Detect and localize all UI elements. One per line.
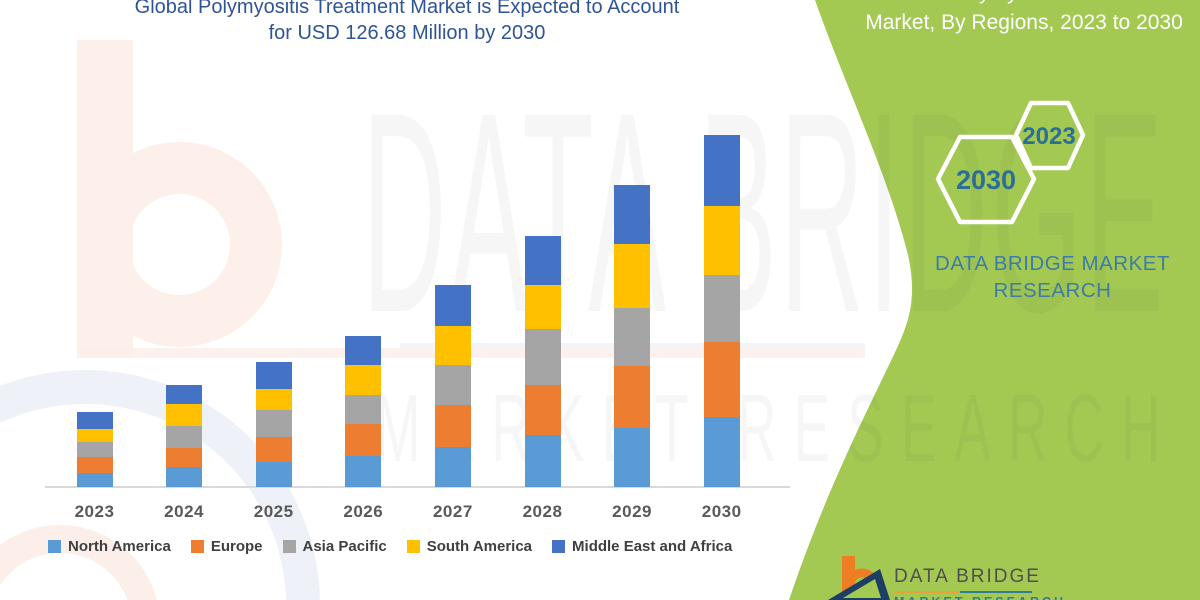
- chart-legend: North America Europe Asia Pacific South Ame…: [48, 538, 732, 555]
- bar-segment-north-america: [614, 428, 651, 487]
- stacked-bar-2024: [166, 385, 203, 487]
- chart-title-line1: Global Polymyositis Treatment Market is …: [134, 0, 680, 18]
- stacked-bar-2026: [345, 336, 382, 487]
- stacked-bar-2027: [434, 285, 471, 487]
- bar-segment-south-america: [434, 326, 471, 366]
- green-panel-shape: [789, 0, 1200, 600]
- bar-segment-north-america: [434, 447, 471, 487]
- bar-segment-europe: [255, 437, 292, 463]
- footer-logo-rule-orange: [894, 591, 960, 593]
- legend-swatch-icon: [552, 540, 566, 553]
- legend-swatch-icon: [282, 540, 296, 553]
- side-panel-heading: Global Polymyositis Treatment Market, By…: [848, 0, 1200, 38]
- bar-segment-middle-east-and-africa: [524, 235, 561, 285]
- bar-segment-south-america: [614, 243, 651, 309]
- legend-item-middle-east-and-africa: Middle East and Africa: [552, 538, 732, 555]
- legend-item-north-america: North America: [48, 538, 171, 555]
- legend-label: South America: [426, 538, 533, 555]
- hexagon-years-graphic: 2030 2023: [935, 100, 1086, 225]
- x-axis-label-2030: 2030: [701, 502, 742, 521]
- hexagon-large-year: 2030: [956, 165, 1016, 195]
- chart-title-line2: for USD 126.68 Million by 2030: [268, 22, 546, 44]
- bar-segment-middle-east-and-africa: [76, 412, 113, 429]
- bar-segment-middle-east-and-africa: [703, 134, 740, 206]
- x-axis-line: [45, 486, 790, 488]
- bar-segment-asia-pacific: [614, 308, 651, 367]
- bar-segment-europe: [614, 366, 651, 429]
- hexagon-large: [935, 134, 1037, 225]
- bar-segment-middle-east-and-africa: [345, 336, 382, 366]
- footer-logo: DATA BRIDGE MARKET RESEARCH: [828, 554, 1108, 600]
- legend-swatch-icon: [190, 540, 204, 553]
- x-axis-label-2026: 2026: [343, 502, 384, 521]
- stacked-bar-chart: 2023 2024 2025 2026 2027 2028 2029 2030: [45, 134, 790, 521]
- legend-item-asia-pacific: Asia Pacific: [282, 538, 387, 555]
- bar-segment-asia-pacific: [703, 275, 740, 343]
- bar-segment-asia-pacific: [255, 410, 292, 438]
- side-panel-heading-line1: Global Polymyositis Treatment: [848, 0, 1200, 8]
- bar-segment-north-america: [703, 416, 740, 487]
- bar-segment-europe: [434, 404, 471, 448]
- bar-segment-asia-pacific: [524, 329, 561, 385]
- x-axis-label-2028: 2028: [522, 502, 563, 521]
- bar-segment-middle-east-and-africa: [434, 285, 471, 327]
- bar-segment-south-america: [703, 205, 740, 276]
- x-axis-label-2029: 2029: [612, 502, 652, 521]
- hexagon-small: [1013, 100, 1086, 171]
- bar-segment-europe: [703, 342, 740, 417]
- bar-segment-south-america: [255, 388, 292, 411]
- footer-logo-subtitle: MARKET RESEARCH: [894, 595, 1066, 600]
- bar-segment-asia-pacific: [345, 395, 382, 424]
- stacked-bar-2029: [614, 185, 651, 487]
- bar-segment-south-america: [76, 428, 113, 443]
- legend-label: Europe: [210, 538, 263, 555]
- bar-segment-north-america: [345, 456, 382, 487]
- bar-segment-north-america: [166, 467, 203, 487]
- stacked-bar-2025: [255, 362, 292, 487]
- x-axis-label-2023: 2023: [74, 502, 115, 521]
- x-axis-label-2024: 2024: [164, 502, 204, 521]
- bar-segment-asia-pacific: [76, 442, 113, 458]
- side-panel-heading-line2: Market, By Regions, 2023 to 2030: [865, 11, 1183, 34]
- bar-segment-europe: [166, 448, 203, 467]
- bar-segment-asia-pacific: [166, 426, 203, 449]
- bar-segment-middle-east-and-africa: [255, 362, 292, 389]
- x-axis-label-2025: 2025: [253, 502, 294, 521]
- bar-segment-europe: [76, 457, 113, 473]
- bar-segment-middle-east-and-africa: [614, 185, 651, 244]
- legend-item-south-america: South America: [406, 538, 533, 555]
- bar-segment-middle-east-and-africa: [166, 385, 203, 404]
- stacked-bar-2030: [703, 134, 740, 487]
- bar-segment-north-america: [76, 472, 113, 487]
- databridge-logo-icon: [828, 556, 890, 600]
- legend-swatch-icon: [48, 540, 61, 553]
- footer-logo-rule-teal: [960, 591, 1032, 593]
- legend-swatch-icon: [406, 540, 420, 553]
- legend-label: North America: [68, 538, 171, 555]
- bar-segment-europe: [345, 423, 382, 457]
- brand-wordmark: DATA BRIDGE MARKET RESEARCH: [900, 250, 1200, 304]
- brand-line1: DATA BRIDGE MARKET: [935, 252, 1170, 275]
- legend-label: Middle East and Africa: [572, 538, 733, 555]
- hexagon-small-year: 2023: [1022, 123, 1075, 150]
- bar-segment-europe: [524, 384, 561, 436]
- chart-title: Global Polymyositis Treatment Market is …: [50, 0, 764, 46]
- bar-segment-south-america: [166, 403, 203, 427]
- legend-item-europe: Europe: [190, 538, 263, 555]
- bar-segment-south-america: [345, 365, 382, 396]
- brand-line2: RESEARCH: [993, 279, 1112, 302]
- bar-segment-north-america: [524, 435, 561, 487]
- footer-logo-rule: [894, 591, 1032, 593]
- x-axis-label-2027: 2027: [432, 502, 473, 521]
- stacked-bar-2023: [76, 412, 113, 487]
- bar-segment-south-america: [524, 284, 561, 330]
- footer-logo-name: DATA BRIDGE: [894, 566, 1041, 587]
- bar-segment-asia-pacific: [434, 365, 471, 405]
- stacked-bar-2028: [524, 235, 561, 487]
- legend-label: Asia Pacific: [302, 538, 387, 555]
- bar-segment-north-america: [255, 462, 292, 487]
